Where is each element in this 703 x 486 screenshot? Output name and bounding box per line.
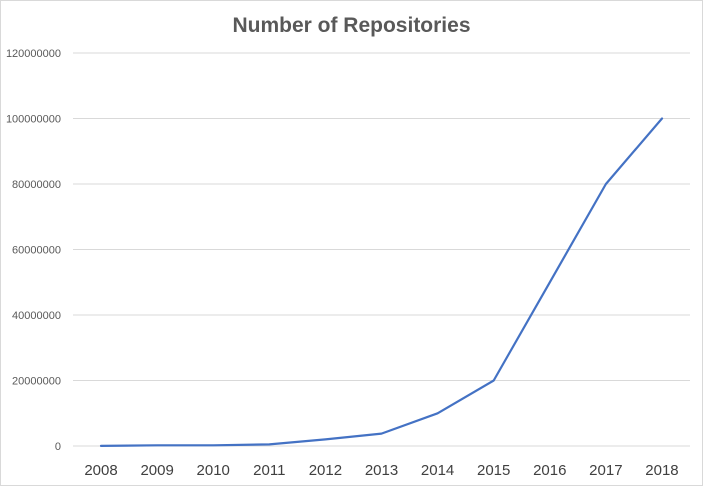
y-axis-ticks: 0 20000000 40000000 60000000 80000000 1000000… [6, 48, 61, 453]
x-axis-ticks: 2008 2009 2010 2011 2012 2013 2014 2015 2016 2017… [84, 462, 678, 479]
x-tick-label: 2011 [253, 462, 285, 479]
x-tick-label: 2015 [477, 462, 510, 479]
y-tick-label: 120000000 [6, 48, 61, 60]
x-tick-label: 2009 [140, 462, 173, 479]
x-tick-label: 2018 [645, 462, 678, 479]
gridlines [73, 52, 690, 447]
series-line [99, 117, 664, 447]
series-group [99, 117, 664, 447]
x-tick-label: 2016 [533, 462, 566, 479]
x-tick-label: 2012 [309, 462, 342, 479]
x-tick-label: 2013 [365, 462, 398, 479]
y-tick-label: 80000000 [12, 179, 61, 191]
y-tick-label: 0 [55, 441, 61, 453]
x-tick-label: 2017 [589, 462, 622, 479]
y-tick-label: 20000000 [12, 376, 61, 388]
x-tick-label: 2014 [421, 462, 454, 479]
y-tick-label: 60000000 [12, 245, 61, 257]
x-tick-label: 2010 [197, 462, 230, 479]
y-tick-label: 40000000 [12, 310, 61, 322]
x-tick-label: 2008 [84, 462, 117, 479]
y-tick-label: 100000000 [6, 114, 61, 126]
chart-title: Number of Repositories [232, 14, 471, 37]
